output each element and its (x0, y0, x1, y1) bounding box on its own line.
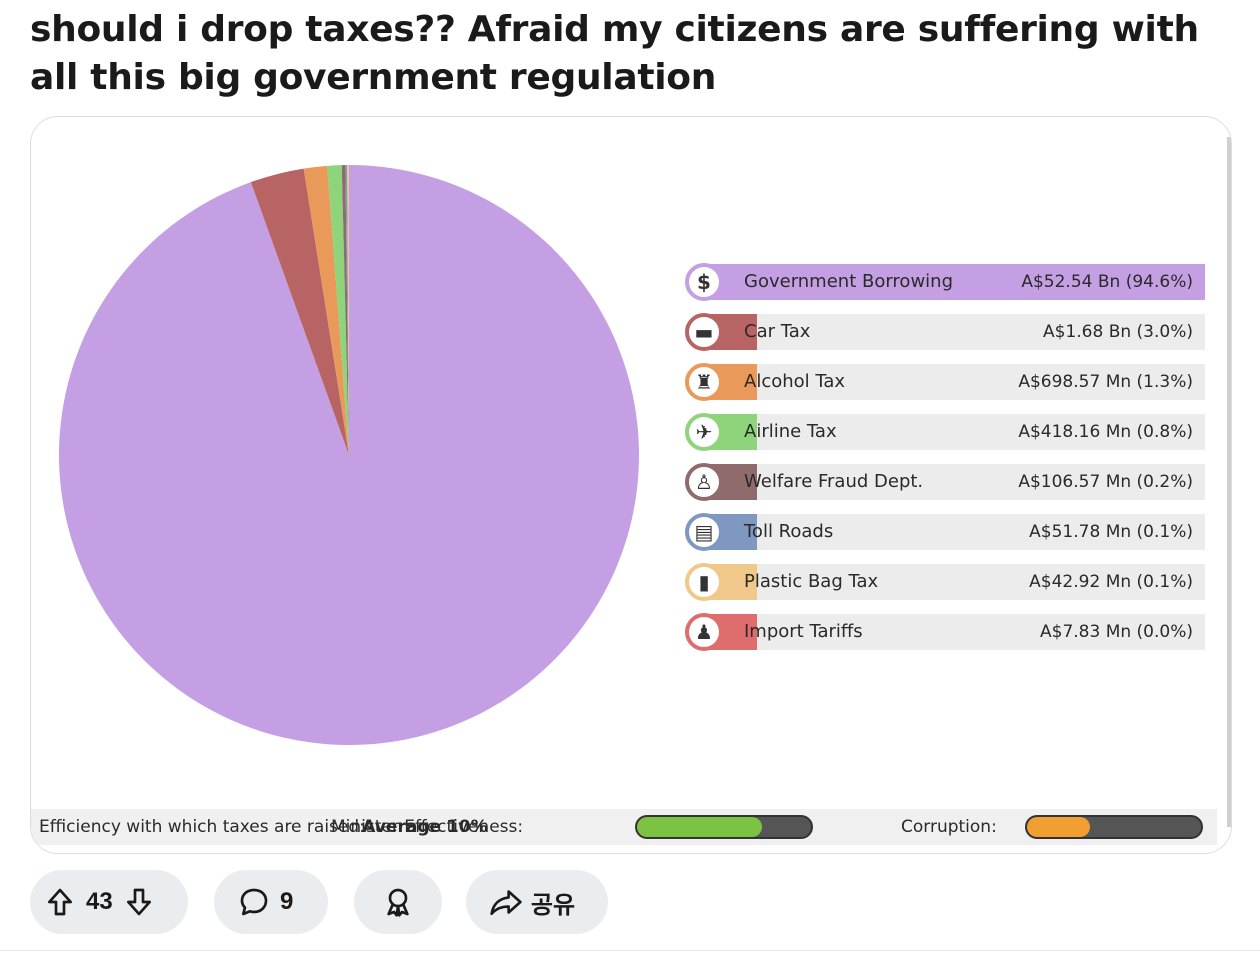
corruption-readout: Corruption: (901, 809, 997, 845)
legend-label: Government Borrowing (744, 271, 953, 292)
comments-button[interactable]: 9 (214, 870, 328, 934)
car-icon: ▬ (685, 313, 723, 351)
legend-bar (703, 614, 1205, 650)
efficiency-value: Average 10% (362, 817, 488, 837)
legend-value: A$52.54 Bn (94.6%) (1021, 272, 1193, 292)
legend-bar (703, 414, 1205, 450)
shopping-bag-icon: ▮ (685, 563, 723, 601)
dollar-icon-glyph: $ (697, 270, 711, 294)
legend-label: Import Tariffs (744, 621, 863, 642)
post-image[interactable]: $ Government Borrowing A$52.54 Bn (94.6%) ▬… (30, 116, 1232, 854)
legend-bar (703, 364, 1205, 400)
share-label: 공유 (530, 891, 576, 919)
feed-divider (0, 950, 1260, 951)
panel-edge (1227, 137, 1231, 827)
airplane-icon-glyph: ✈ (695, 420, 713, 444)
vote-pill: 43 (30, 870, 188, 934)
post-action-bar: 43 9 공유 (30, 870, 730, 934)
game-screenshot: $ Government Borrowing A$52.54 Bn (94.6%) ▬… (31, 117, 1231, 853)
legend-value: A$51.78 Mn (0.1%) (1029, 522, 1193, 542)
share-button[interactable]: 공유 (466, 870, 608, 934)
legend-label: Airline Tax (744, 421, 837, 442)
status-bar: Efficiency with which taxes are raised: … (31, 809, 1217, 845)
customs-officer-icon: ♟ (685, 613, 723, 651)
award-button[interactable] (354, 870, 442, 934)
legend-label: Toll Roads (744, 521, 834, 542)
pie-slice-alcohol-tax (303, 165, 349, 455)
legend-label: Welfare Fraud Dept. (744, 471, 924, 492)
toll-booth-icon: ▤ (685, 513, 723, 551)
efficiency-readout: Efficiency with which taxes are raised: … (39, 809, 488, 845)
tax-legend: $ Government Borrowing A$52.54 Bn (94.6%) ▬… (683, 263, 1205, 663)
upvote-count: 43 (86, 888, 113, 915)
legend-row-plastic-bag-tax[interactable]: ▮ Plastic Bag Tax A$42.92 Mn (0.1%) (683, 563, 1205, 601)
legend-row-alcohol-tax[interactable]: ♜ Alcohol Tax A$698.57 Mn (1.3%) (683, 363, 1205, 401)
legend-row-government-borrowing[interactable]: $ Government Borrowing A$52.54 Bn (94.6%) (683, 263, 1205, 301)
pie-slice-airline-tax (327, 165, 349, 455)
customs-officer-icon-glyph: ♟ (695, 620, 713, 644)
share-arrow-icon (489, 886, 523, 918)
legend-bar (703, 314, 1205, 350)
legend-row-welfare-fraud-dept[interactable]: ♙ Welfare Fraud Dept. A$106.57 Mn (0.2%) (683, 463, 1205, 501)
legend-label: Alcohol Tax (744, 371, 846, 392)
minister-effectiveness-meter (635, 815, 813, 839)
comment-bubble-icon (238, 886, 270, 918)
legend-value: A$418.16 Mn (0.8%) (1018, 422, 1193, 442)
legend-row-toll-roads[interactable]: ▤ Toll Roads A$51.78 Mn (0.1%) (683, 513, 1205, 551)
airplane-icon: ✈ (685, 413, 723, 451)
pie-slice-toll-roads (345, 165, 349, 455)
legend-row-airline-tax[interactable]: ✈ Airline Tax A$418.16 Mn (0.8%) (683, 413, 1205, 451)
corruption-meter-fill (1027, 817, 1090, 837)
legend-row-import-tariffs[interactable]: ♟ Import Tariffs A$7.83 Mn (0.0%) (683, 613, 1205, 651)
efficiency-label: Efficiency with which taxes are raised: (39, 817, 365, 837)
person-icon: ♙ (685, 463, 723, 501)
shopping-bag-icon-glyph: ▮ (698, 570, 710, 594)
corruption-meter (1025, 815, 1203, 839)
downvote-arrow-icon[interactable] (123, 886, 155, 918)
bottles-icon: ♜ (685, 363, 723, 401)
tax-pie-chart (58, 165, 639, 745)
minister-readout: Minister Effectiveness: (331, 809, 523, 845)
dollar-icon: $ (685, 263, 723, 301)
minister-label: Minister Effectiveness: (331, 817, 524, 837)
legend-label: Car Tax (744, 321, 811, 342)
legend-row-car-tax[interactable]: ▬ Car Tax A$1.68 Bn (3.0%) (683, 313, 1205, 351)
legend-value: A$7.83 Mn (0.0%) (1040, 622, 1193, 642)
legend-label: Plastic Bag Tax (744, 571, 879, 592)
pie-slice-plastic-bag-tax (347, 165, 349, 455)
legend-bar (703, 564, 1205, 600)
person-icon-glyph: ♙ (695, 470, 713, 494)
pie-slice-government-borrowing (58, 165, 639, 745)
legend-value: A$698.57 Mn (1.3%) (1018, 372, 1193, 392)
comment-count: 9 (280, 888, 294, 915)
legend-bar (703, 464, 1205, 500)
upvote-arrow-icon[interactable] (44, 886, 76, 918)
award-ribbon-icon (382, 886, 414, 918)
legend-value: A$106.57 Mn (0.2%) (1018, 472, 1193, 492)
bottles-icon-glyph: ♜ (695, 370, 713, 394)
legend-value: A$42.92 Mn (0.1%) (1029, 572, 1193, 592)
pie-slice-welfare-fraud-dept (341, 165, 349, 455)
legend-bar (703, 264, 1205, 300)
minister-meter-fill (637, 817, 763, 837)
toll-booth-icon-glyph: ▤ (694, 520, 714, 544)
car-icon-glyph: ▬ (694, 320, 714, 344)
legend-value: A$1.68 Bn (3.0%) (1043, 322, 1193, 342)
legend-bar (703, 514, 1205, 550)
pie-slice-car-tax (250, 168, 349, 455)
post-title: should i drop taxes?? Afraid my citizens… (30, 9, 1199, 98)
corruption-label: Corruption: (901, 817, 997, 837)
